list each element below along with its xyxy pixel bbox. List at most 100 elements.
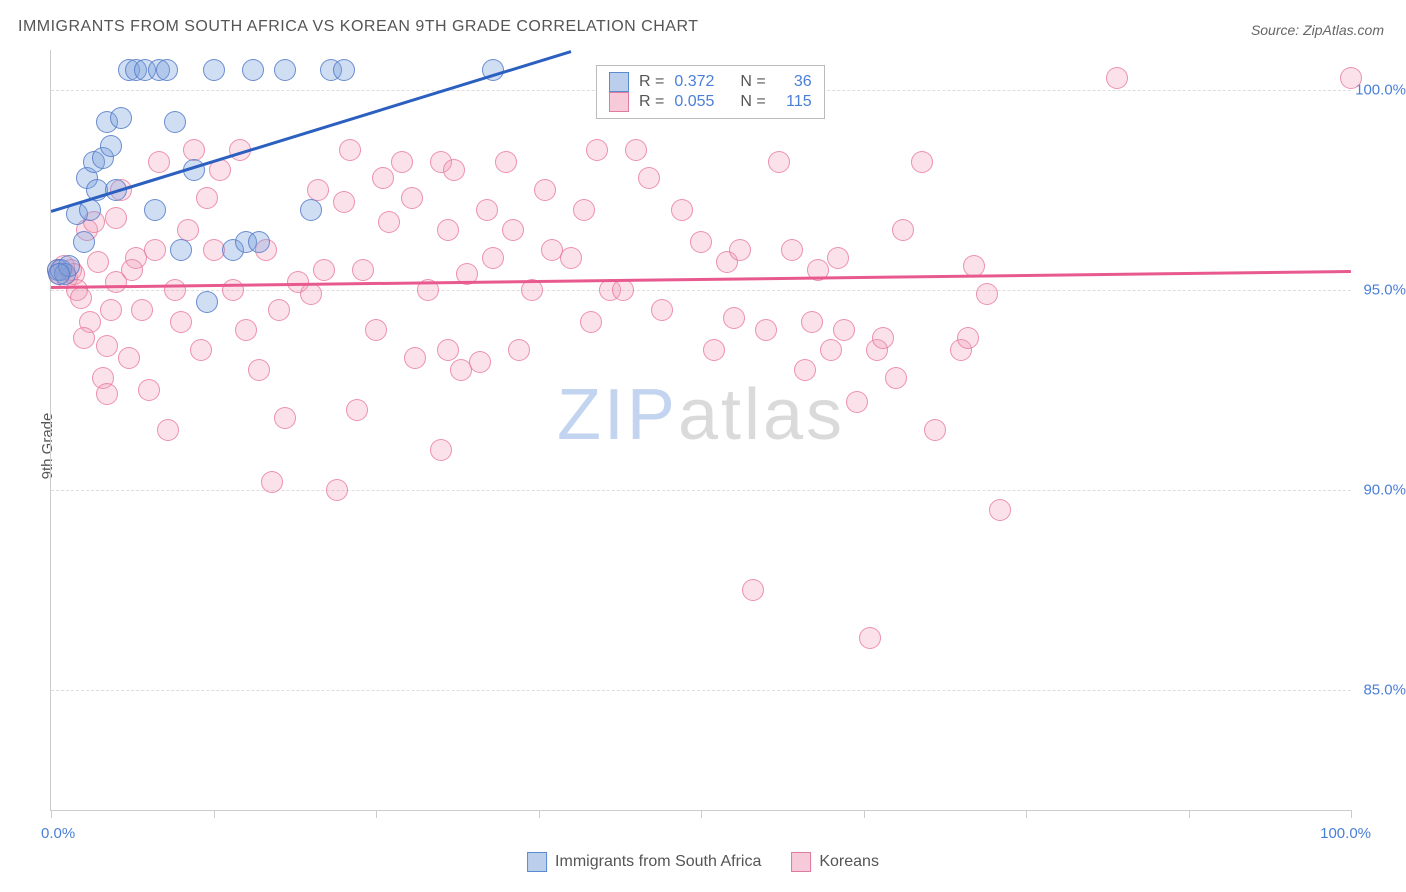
x-tick — [701, 810, 702, 818]
data-point — [671, 199, 693, 221]
x-axis-min-label: 0.0% — [41, 825, 75, 842]
data-point — [138, 379, 160, 401]
data-point — [404, 347, 426, 369]
data-point — [73, 231, 95, 253]
data-point — [156, 59, 178, 81]
data-point — [820, 339, 842, 361]
data-point — [401, 187, 423, 209]
data-point — [170, 311, 192, 333]
data-point — [703, 339, 725, 361]
data-point — [742, 579, 764, 601]
data-point — [190, 339, 212, 361]
x-tick — [1351, 810, 1352, 818]
data-point — [885, 367, 907, 389]
data-point — [729, 239, 751, 261]
data-point — [105, 207, 127, 229]
data-point — [346, 399, 368, 421]
data-point — [690, 231, 712, 253]
series-legend-item: Koreans — [791, 852, 879, 872]
data-point — [638, 167, 660, 189]
data-point — [203, 59, 225, 81]
data-point — [170, 239, 192, 261]
data-point — [333, 59, 355, 81]
trend-line — [51, 270, 1351, 288]
legend-swatch — [791, 852, 811, 872]
gridline — [51, 490, 1351, 491]
data-point — [144, 239, 166, 261]
data-point — [846, 391, 868, 413]
data-point — [794, 359, 816, 381]
data-point — [391, 151, 413, 173]
series-label: Immigrants from South Africa — [555, 853, 761, 871]
data-point — [924, 419, 946, 441]
r-value: 0.055 — [674, 93, 730, 111]
data-point — [580, 311, 602, 333]
data-point — [989, 499, 1011, 521]
y-tick-label: 100.0% — [1355, 82, 1406, 99]
data-point — [502, 219, 524, 241]
data-point — [378, 211, 400, 233]
data-point — [148, 151, 170, 173]
data-point — [307, 179, 329, 201]
legend-row: R =0.372N =36 — [609, 72, 812, 92]
data-point — [261, 471, 283, 493]
legend-row: R =0.055N =115 — [609, 92, 812, 112]
data-point — [768, 151, 790, 173]
data-point — [365, 319, 387, 341]
data-point — [121, 259, 143, 281]
data-point — [469, 351, 491, 373]
data-point — [755, 319, 777, 341]
n-label: N = — [740, 93, 765, 111]
data-point — [827, 247, 849, 269]
y-tick-label: 95.0% — [1363, 282, 1406, 299]
x-tick — [1189, 810, 1190, 818]
r-label: R = — [639, 73, 664, 91]
data-point — [534, 179, 556, 201]
data-point — [196, 291, 218, 313]
data-point — [248, 359, 270, 381]
data-point — [333, 191, 355, 213]
data-point — [48, 263, 70, 285]
x-tick — [51, 810, 52, 818]
data-point — [196, 187, 218, 209]
data-point — [96, 335, 118, 357]
data-point — [957, 327, 979, 349]
data-point — [300, 199, 322, 221]
y-tick-label: 90.0% — [1363, 482, 1406, 499]
data-point — [222, 279, 244, 301]
legend-swatch — [609, 72, 629, 92]
data-point — [235, 319, 257, 341]
data-point — [1106, 67, 1128, 89]
data-point — [100, 135, 122, 157]
data-point — [723, 307, 745, 329]
data-point — [892, 219, 914, 241]
data-point — [352, 259, 374, 281]
data-point — [177, 219, 199, 241]
data-point — [833, 319, 855, 341]
y-tick-label: 85.0% — [1363, 682, 1406, 699]
data-point — [242, 59, 264, 81]
data-point — [560, 247, 582, 269]
legend-swatch — [609, 92, 629, 112]
x-axis-max-label: 100.0% — [1320, 825, 1371, 842]
data-point — [372, 167, 394, 189]
data-point — [437, 339, 459, 361]
data-point — [651, 299, 673, 321]
series-label: Koreans — [819, 853, 879, 871]
series-legend-item: Immigrants from South Africa — [527, 852, 761, 872]
data-point — [164, 111, 186, 133]
data-point — [872, 327, 894, 349]
data-point — [300, 283, 322, 305]
data-point — [976, 283, 998, 305]
series-legend: Immigrants from South Africa Koreans — [527, 852, 879, 872]
data-point — [110, 107, 132, 129]
x-tick — [539, 810, 540, 818]
data-point — [73, 327, 95, 349]
data-point — [586, 139, 608, 161]
x-tick — [864, 810, 865, 818]
watermark-zip: ZIP — [557, 375, 678, 455]
data-point — [437, 219, 459, 241]
data-point — [430, 439, 452, 461]
data-point — [859, 627, 881, 649]
data-point — [87, 251, 109, 273]
